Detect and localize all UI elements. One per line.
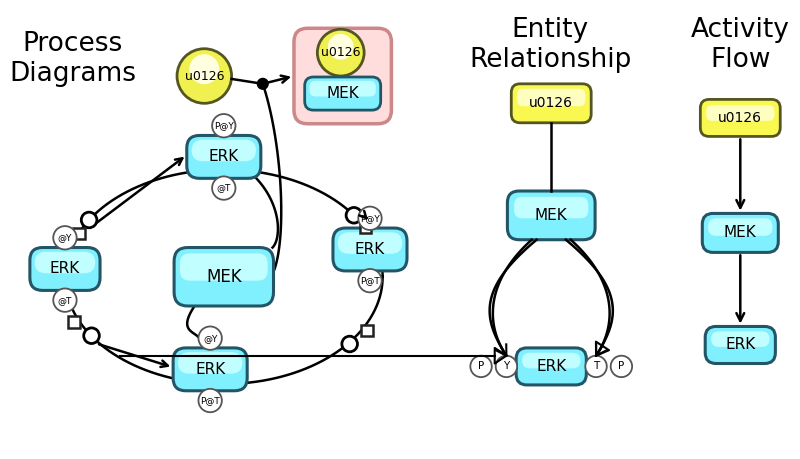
Circle shape [84, 328, 99, 343]
Text: @T: @T [217, 184, 231, 193]
Circle shape [212, 114, 235, 137]
FancyBboxPatch shape [186, 135, 261, 179]
Circle shape [198, 389, 222, 412]
Circle shape [346, 207, 362, 223]
Circle shape [177, 49, 231, 103]
Bar [74, 228, 85, 240]
FancyBboxPatch shape [700, 100, 780, 136]
Text: ERK: ERK [536, 359, 566, 374]
Circle shape [258, 78, 268, 89]
Text: Entity
Relationship: Entity Relationship [469, 17, 631, 73]
Circle shape [496, 356, 517, 377]
Text: ERK: ERK [355, 242, 385, 257]
Circle shape [328, 34, 354, 60]
Text: P@Y: P@Y [214, 121, 234, 130]
FancyBboxPatch shape [305, 77, 381, 110]
FancyBboxPatch shape [192, 140, 256, 161]
FancyBboxPatch shape [30, 247, 100, 291]
FancyBboxPatch shape [180, 253, 268, 280]
Text: u0126: u0126 [530, 96, 574, 110]
Text: MEK: MEK [326, 86, 359, 101]
Circle shape [212, 176, 235, 200]
Text: P@Y: P@Y [360, 214, 380, 223]
Text: u0126: u0126 [321, 46, 361, 59]
FancyBboxPatch shape [517, 89, 586, 106]
FancyBboxPatch shape [516, 348, 586, 385]
Text: u0126: u0126 [185, 69, 224, 83]
FancyBboxPatch shape [511, 84, 591, 123]
Text: @Y: @Y [203, 334, 218, 343]
Text: Activity
Flow: Activity Flow [691, 17, 790, 73]
FancyBboxPatch shape [34, 252, 95, 273]
FancyBboxPatch shape [711, 331, 770, 347]
FancyBboxPatch shape [174, 247, 274, 306]
Circle shape [610, 356, 632, 377]
FancyBboxPatch shape [338, 232, 402, 254]
Bar [360, 221, 371, 233]
Circle shape [470, 356, 492, 377]
FancyBboxPatch shape [514, 197, 588, 218]
FancyBboxPatch shape [522, 353, 581, 369]
Text: ERK: ERK [195, 362, 226, 377]
FancyBboxPatch shape [178, 352, 242, 374]
Text: MEK: MEK [535, 208, 568, 223]
Bar [68, 316, 80, 328]
FancyBboxPatch shape [706, 326, 775, 364]
Text: @Y: @Y [58, 233, 72, 242]
Text: T: T [593, 361, 599, 371]
Bar [362, 325, 373, 336]
Text: P@T: P@T [200, 396, 220, 405]
FancyBboxPatch shape [333, 228, 407, 271]
FancyBboxPatch shape [708, 218, 773, 236]
Circle shape [82, 212, 97, 228]
Text: Process
Diagrams: Process Diagrams [10, 32, 136, 88]
Circle shape [342, 336, 358, 352]
FancyBboxPatch shape [310, 81, 376, 96]
Text: P@T: P@T [360, 276, 380, 285]
Text: MEK: MEK [724, 225, 757, 241]
Circle shape [54, 226, 77, 250]
Text: P: P [618, 361, 625, 371]
FancyBboxPatch shape [706, 105, 774, 121]
FancyBboxPatch shape [702, 213, 778, 252]
Circle shape [358, 269, 382, 292]
Text: ERK: ERK [50, 262, 80, 276]
Text: u0126: u0126 [718, 111, 762, 125]
Circle shape [586, 356, 606, 377]
FancyBboxPatch shape [173, 348, 247, 391]
Text: P: P [478, 361, 484, 371]
FancyBboxPatch shape [507, 191, 595, 240]
Text: @T: @T [58, 296, 72, 305]
Circle shape [318, 29, 364, 76]
Text: MEK: MEK [206, 268, 242, 286]
Text: ERK: ERK [209, 149, 239, 164]
Circle shape [190, 54, 219, 84]
FancyBboxPatch shape [294, 28, 391, 124]
Text: ERK: ERK [725, 337, 755, 353]
Circle shape [358, 207, 382, 230]
Circle shape [198, 326, 222, 350]
Circle shape [54, 288, 77, 312]
Text: Y: Y [503, 361, 510, 371]
